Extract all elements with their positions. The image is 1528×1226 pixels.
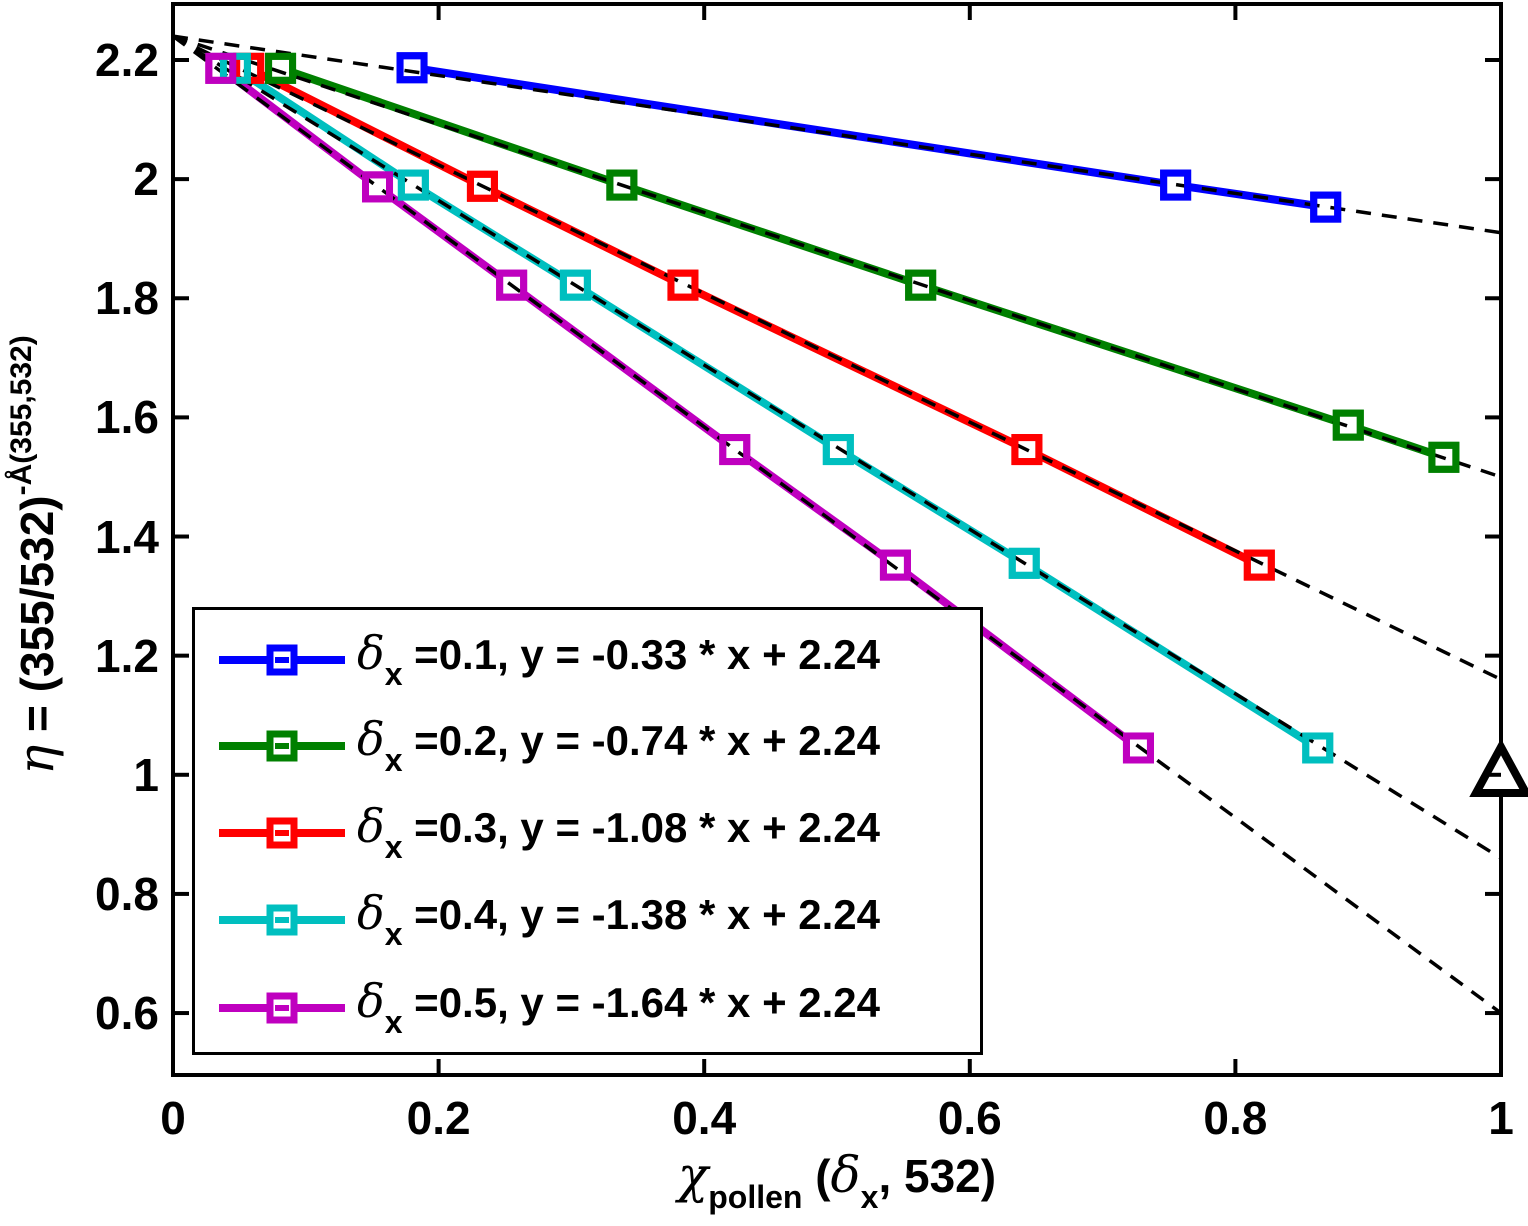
- x-tick-label: 0.4: [672, 1092, 737, 1144]
- label-part: (: [802, 1150, 831, 1202]
- legend-row-3: δx =0.4, y = -1.38 * x + 2.24: [195, 877, 980, 963]
- fit-line-0: [173, 34, 1501, 235]
- legend-entry-text: δx =0.5, y = -1.64 * x + 2.24: [357, 978, 880, 1038]
- fit-line-3: [173, 34, 1501, 860]
- legend-swatch: [219, 730, 345, 762]
- legend-equation: =0.3, y = -1.08 * x + 2.24: [402, 804, 881, 851]
- data-marker-border: [1332, 409, 1364, 441]
- data-marker-border: [905, 269, 937, 301]
- y-tick-label: 1.8: [95, 272, 159, 325]
- label-part: δ: [830, 1146, 861, 1204]
- triangle-marker: [1469, 738, 1528, 797]
- data-marker-border: [396, 52, 428, 84]
- delta-symbol: δ: [357, 799, 385, 853]
- data-marker-border: [1160, 169, 1192, 201]
- plot-area: [173, 34, 1501, 1015]
- y-tick-label: 1: [133, 748, 159, 801]
- data-marker-border: [1310, 191, 1342, 223]
- series-line-2: [246, 64, 1262, 569]
- label-part: = (355/532): [11, 495, 63, 745]
- legend-row-1: δx =0.2, y = -0.74 * x + 2.24: [195, 703, 980, 789]
- legend-equation: =0.4, y = -1.38 * x + 2.24: [402, 891, 881, 938]
- x-tick-label: 0.6: [937, 1092, 1002, 1144]
- data-marker-border: [397, 169, 429, 201]
- legend-entry-text: δx =0.4, y = -1.38 * x + 2.24: [357, 890, 880, 950]
- data-marker-border: [265, 52, 297, 84]
- y-tick-label: 0.6: [95, 987, 159, 1040]
- label-part: , 532): [878, 1150, 997, 1202]
- data-marker-border: [822, 434, 854, 466]
- data-marker: [397, 169, 429, 201]
- legend-swatch: [219, 817, 345, 849]
- y-tick-label: 1.6: [95, 391, 159, 444]
- legend-entry-text: δx =0.1, y = -0.33 * x + 2.24: [357, 630, 880, 690]
- data-marker-border: [1011, 434, 1043, 466]
- delta-symbol: δ: [357, 712, 385, 766]
- y-tick-label: 1.4: [95, 510, 159, 563]
- legend-equation: =0.2, y = -0.74 * x + 2.24: [402, 717, 881, 764]
- legend-swatch: [219, 644, 345, 676]
- x-tick-label: 1: [1488, 1092, 1514, 1144]
- label-part: -Å(355,532): [5, 335, 38, 496]
- data-marker-border: [1428, 441, 1460, 473]
- data-marker: [667, 269, 699, 301]
- data-marker-border: [879, 549, 911, 581]
- y-tick-label: 1.2: [95, 629, 159, 682]
- delta-symbol: δ: [357, 974, 385, 1028]
- label-part: η: [7, 744, 65, 775]
- delta-symbol: δ: [357, 626, 385, 680]
- legend-row-4: δx =0.5, y = -1.64 * x + 2.24: [195, 965, 980, 1051]
- data-marker-border: [1302, 732, 1334, 764]
- y-tick-label: 2.2: [95, 33, 159, 86]
- label-part: χ: [677, 1146, 709, 1204]
- label-part: x: [860, 1179, 879, 1215]
- data-marker-border: [496, 269, 528, 301]
- data-marker-border: [606, 169, 638, 201]
- data-marker-border: [1243, 549, 1275, 581]
- delta-subscript: x: [384, 1004, 403, 1040]
- legend-entry-text: δx =0.3, y = -1.08 * x + 2.24: [357, 803, 880, 863]
- data-marker-border: [667, 269, 699, 301]
- data-marker: [396, 52, 428, 84]
- data-marker: [879, 549, 911, 581]
- fit-line-2: [173, 34, 1501, 682]
- legend-swatch: [219, 992, 345, 1024]
- data-marker-border: [205, 52, 237, 84]
- delta-subscript: x: [384, 656, 403, 692]
- legend-equation: =0.1, y = -0.33 * x + 2.24: [402, 631, 881, 678]
- legend: δx =0.1, y = -0.33 * x + 2.24 δx =0.2, y …: [192, 607, 983, 1055]
- x-axis-label: χpollen (δx, 532): [678, 1150, 996, 1213]
- data-marker-border: [466, 170, 498, 202]
- legend-swatch: [219, 904, 345, 936]
- delta-subscript: x: [384, 829, 403, 865]
- delta-subscript: x: [384, 916, 403, 952]
- legend-row-2: δx =0.3, y = -1.08 * x + 2.24: [195, 790, 980, 876]
- y-tick-label: 0.8: [95, 867, 159, 920]
- data-marker-border: [559, 269, 591, 301]
- data-marker-border: [1008, 547, 1040, 579]
- x-tick-label: 0.2: [406, 1092, 471, 1144]
- legend-row-0: δx =0.1, y = -0.33 * x + 2.24: [195, 617, 980, 703]
- label-part: pollen: [708, 1179, 803, 1215]
- x-tick-label: 0: [160, 1092, 186, 1144]
- fit-line-4: [173, 34, 1501, 1015]
- data-marker-border: [1122, 732, 1154, 764]
- data-marker-border: [362, 171, 394, 203]
- legend-entry-text: δx =0.2, y = -0.74 * x + 2.24: [357, 716, 880, 776]
- y-tick-label: 2: [133, 153, 159, 206]
- x-tick-label: 0.8: [1203, 1092, 1268, 1144]
- delta-subscript: x: [384, 742, 403, 778]
- delta-symbol: δ: [357, 886, 385, 940]
- axes-box: [171, 2, 1503, 1077]
- legend-equation: =0.5, y = -1.64 * x + 2.24: [402, 979, 881, 1026]
- data-marker-border: [719, 434, 751, 466]
- y-axis-label: η = (355/532)-Å(355,532): [5, 335, 65, 774]
